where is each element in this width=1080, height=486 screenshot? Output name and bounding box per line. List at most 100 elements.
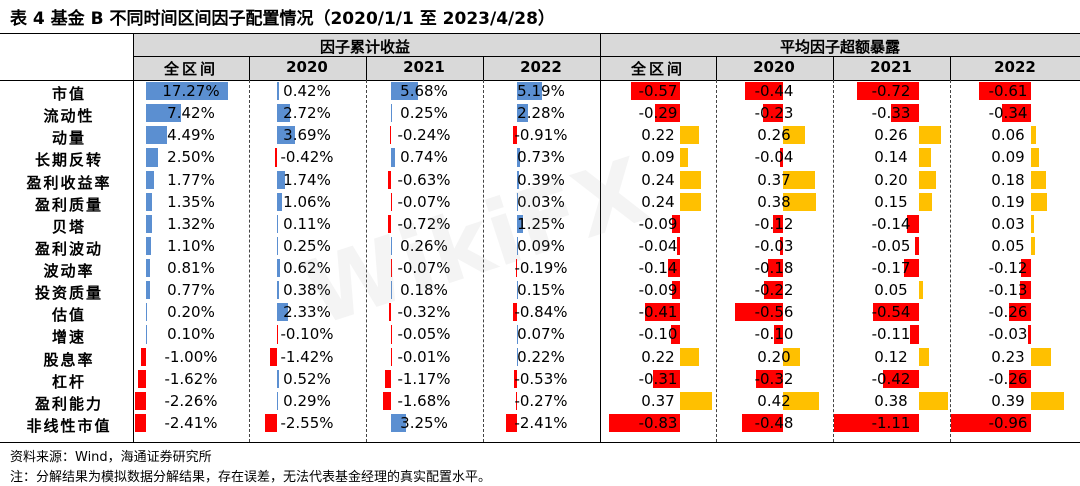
- return-bar: [146, 281, 150, 300]
- exposure-value: -0.41: [638, 303, 678, 322]
- exposure-bar: [655, 104, 680, 123]
- disclaimer-note: 注：分解结果为模拟数据分解结果，存在误差，无法代表基金经理的真实配置水平。: [10, 470, 492, 485]
- exposure-bar: [763, 104, 783, 123]
- table-rule: [0, 80, 1080, 81]
- exposure-value: -0.42: [871, 369, 911, 388]
- return-value: -1.42%: [280, 347, 334, 366]
- return-value: 7.42%: [167, 104, 215, 123]
- return-bar: [512, 126, 517, 145]
- exposure-value: -0.23: [754, 104, 794, 123]
- exposure-bar: [767, 259, 783, 278]
- exposure-value: -0.31: [638, 369, 678, 388]
- return-bar: [390, 347, 392, 366]
- exposure-bar: [914, 236, 919, 255]
- exposure-value: 0.42: [757, 391, 791, 410]
- exposure-value: -0.03: [988, 325, 1028, 344]
- factor-label: 市值: [51, 85, 86, 103]
- return-bar: [391, 236, 393, 255]
- exposure-bar: [919, 126, 942, 145]
- period-header-returns: 全区间: [163, 60, 218, 78]
- return-bar: [385, 369, 391, 388]
- return-value: 0.15%: [517, 281, 565, 300]
- exposure-value: 0.06: [991, 126, 1025, 145]
- exposure-bar: [1031, 236, 1036, 255]
- exposure-bar: [919, 347, 930, 366]
- return-value: 1.10%: [167, 236, 215, 255]
- exposure-value: -0.72: [871, 82, 911, 100]
- return-value: 0.11%: [283, 214, 331, 233]
- return-bar: [135, 391, 146, 410]
- factor-label: 非线性市值: [26, 416, 112, 435]
- exposure-value: -0.34: [988, 104, 1028, 123]
- exposure-value: -0.96: [988, 413, 1028, 432]
- exposure-value: 0.03: [991, 214, 1025, 233]
- return-bar: [146, 104, 182, 123]
- return-value: 0.74%: [400, 148, 448, 167]
- return-value: 0.38%: [283, 281, 331, 300]
- period-header-exposure: 2020: [753, 58, 795, 76]
- exposure-value: 0.14: [874, 148, 908, 167]
- exposure-value: -0.56: [754, 303, 794, 322]
- return-value: 2.33%: [283, 303, 331, 322]
- exposure-bar: [741, 413, 783, 432]
- exposure-value: 0.09: [641, 148, 675, 167]
- exposure-value: -0.32: [754, 369, 794, 388]
- exposure-bar: [783, 192, 816, 211]
- return-bar: [146, 303, 147, 322]
- return-value: -2.41%: [514, 413, 568, 432]
- exposure-bar: [644, 303, 680, 322]
- exposure-value: -0.26: [988, 369, 1028, 388]
- return-bar: [277, 236, 279, 255]
- factor-label: 流动性: [43, 107, 95, 126]
- factor-label: 贝塔: [51, 217, 86, 236]
- exposure-value: -1.11: [871, 413, 911, 432]
- group-header-exposure: 平均因子超额暴露: [779, 38, 900, 56]
- return-value: 0.09%: [517, 236, 565, 255]
- exposure-value: -0.44: [754, 82, 794, 100]
- column-rule: [366, 56, 367, 80]
- return-bar: [146, 192, 153, 211]
- return-value: 1.06%: [283, 192, 331, 211]
- return-value: -0.63%: [397, 170, 451, 189]
- return-value: 4.49%: [167, 126, 215, 145]
- exposure-bar: [755, 369, 783, 388]
- return-bar: [387, 214, 391, 233]
- factor-label: 盈利质量: [34, 195, 103, 214]
- group-header-returns: 因子累计收益: [319, 38, 410, 56]
- column-rule: [133, 33, 134, 442]
- return-bar: [517, 104, 528, 123]
- return-bar: [276, 325, 278, 344]
- exposure-value: -0.33: [871, 104, 911, 123]
- exposure-value: -0.12: [754, 214, 794, 233]
- exposure-bar: [783, 391, 819, 410]
- exposure-value: -0.18: [754, 259, 794, 277]
- return-value: -0.72%: [397, 214, 451, 233]
- factor-label: 动量: [51, 129, 86, 148]
- exposure-bar: [1031, 170, 1047, 189]
- exposure-value: 0.22: [641, 126, 675, 145]
- exposure-bar: [772, 214, 783, 233]
- return-bar: [277, 82, 279, 101]
- factor-label: 增速: [51, 328, 86, 347]
- return-bar: [277, 369, 280, 388]
- exposure-bar: [764, 281, 783, 300]
- exposure-value: 0.26: [757, 126, 791, 145]
- return-bar: [389, 303, 391, 322]
- table-rule: [0, 33, 1080, 34]
- return-value: 0.10%: [167, 325, 215, 344]
- return-bar: [277, 104, 290, 123]
- return-bar: [146, 236, 152, 255]
- exposure-bar: [919, 391, 948, 410]
- exposure-value: -0.48: [754, 413, 794, 432]
- exposure-value: 0.39: [991, 391, 1025, 410]
- return-bar: [146, 259, 150, 278]
- column-rule: [833, 80, 834, 442]
- period-header-returns: 2022: [520, 58, 562, 76]
- return-value: 0.52%: [283, 369, 331, 388]
- exposure-bar: [919, 148, 931, 167]
- exposure-value: -0.14: [871, 214, 911, 233]
- return-value: -1.68%: [397, 391, 451, 410]
- return-bar: [513, 303, 517, 322]
- column-rule: [366, 80, 367, 442]
